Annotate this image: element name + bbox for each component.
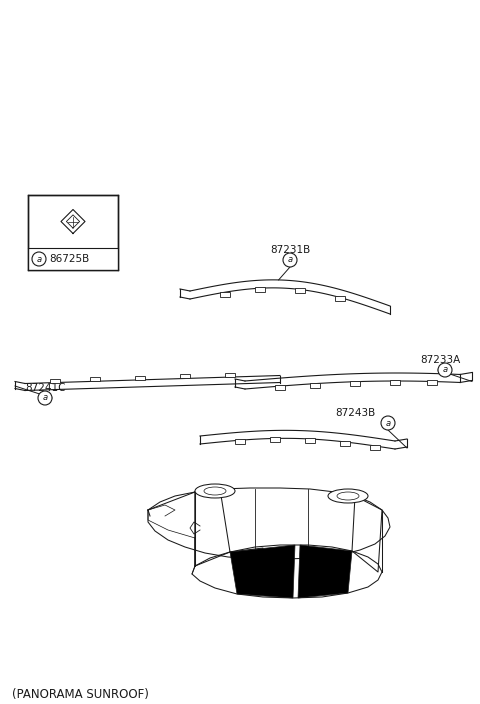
Text: a: a — [288, 256, 293, 265]
Text: (PANORAMA SUNROOF): (PANORAMA SUNROOF) — [12, 688, 149, 701]
Bar — [28, 248, 118, 270]
Circle shape — [38, 391, 52, 405]
Ellipse shape — [195, 484, 235, 498]
Bar — [50, 379, 60, 382]
Bar — [390, 380, 400, 385]
Circle shape — [438, 363, 452, 377]
Bar — [310, 383, 320, 388]
Circle shape — [381, 416, 395, 430]
Bar — [335, 296, 345, 301]
Ellipse shape — [328, 489, 368, 503]
Bar — [220, 291, 230, 296]
Bar — [28, 195, 118, 270]
Ellipse shape — [337, 492, 359, 500]
Bar — [305, 438, 315, 443]
Ellipse shape — [204, 487, 226, 495]
Text: a: a — [443, 365, 447, 375]
Bar — [275, 385, 285, 390]
Polygon shape — [230, 545, 295, 598]
Text: 87243B: 87243B — [335, 408, 375, 418]
Bar — [255, 287, 265, 292]
Bar — [427, 380, 437, 386]
Text: 86725B: 86725B — [49, 254, 89, 264]
Bar — [295, 289, 305, 294]
Bar — [235, 439, 245, 444]
Circle shape — [32, 252, 46, 266]
Circle shape — [283, 253, 297, 267]
Text: a: a — [385, 418, 391, 427]
Bar — [340, 441, 350, 446]
Bar — [90, 377, 100, 382]
Text: 87241C: 87241C — [25, 383, 65, 393]
Bar — [180, 375, 190, 379]
Polygon shape — [298, 545, 352, 598]
Bar — [350, 381, 360, 386]
Text: a: a — [42, 394, 48, 403]
Bar — [270, 437, 280, 442]
Text: a: a — [36, 255, 42, 263]
Bar — [370, 445, 380, 450]
Text: 87233A: 87233A — [420, 355, 460, 365]
Text: 87231B: 87231B — [270, 245, 310, 255]
Bar — [135, 376, 145, 380]
Bar — [225, 373, 235, 377]
